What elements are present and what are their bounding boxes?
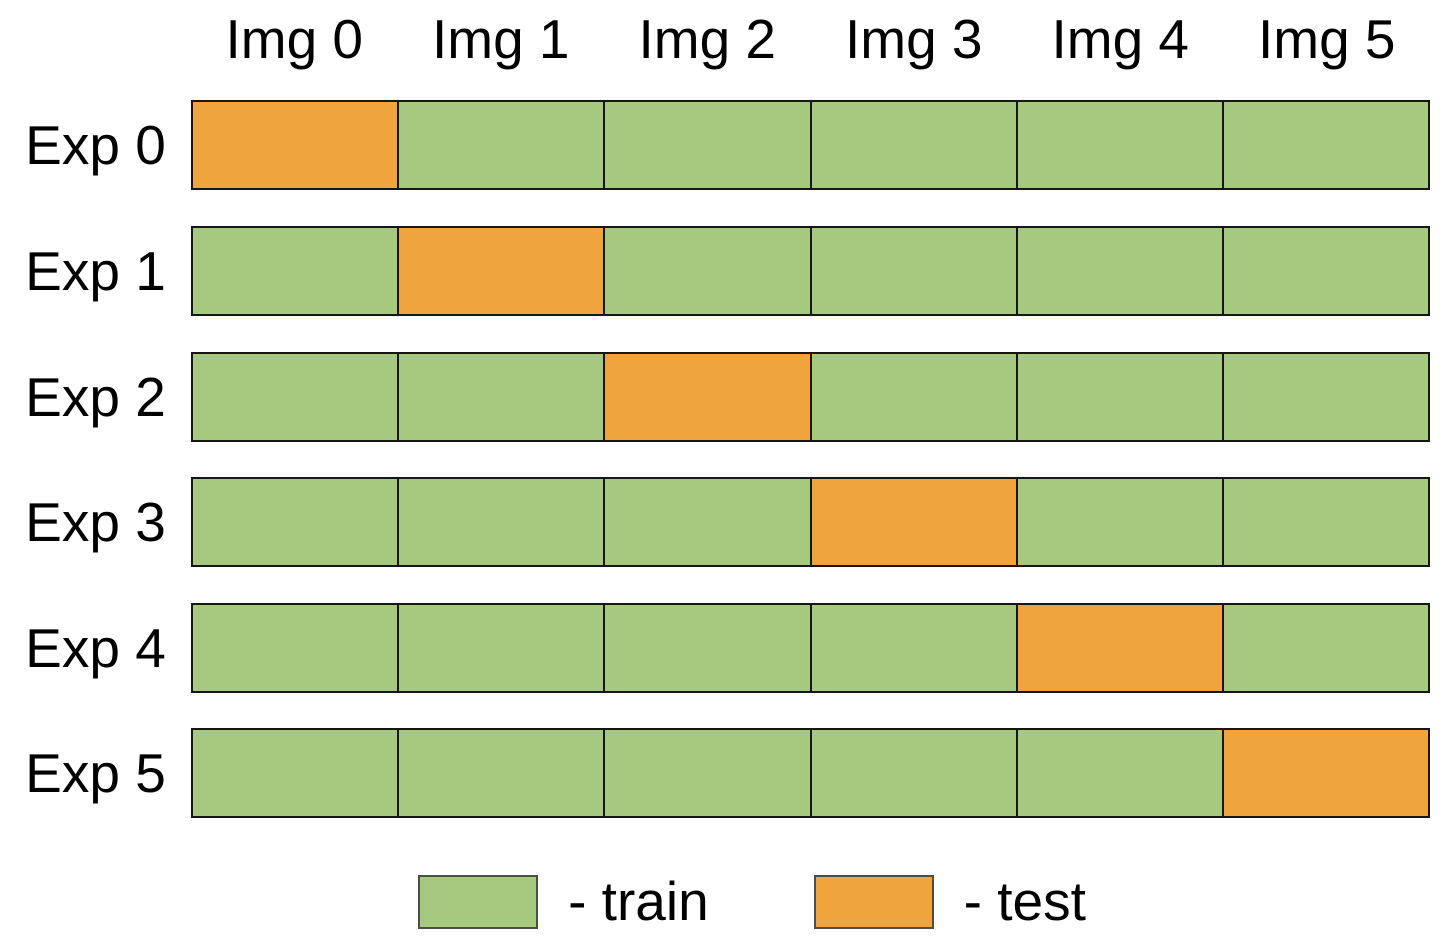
train-cell: [809, 728, 1018, 818]
column-header: Img 0: [225, 8, 364, 70]
train-cell: [603, 603, 812, 693]
column-header: Img 4: [1051, 8, 1190, 70]
test-cell: [1015, 603, 1224, 693]
train-cell: [1221, 100, 1431, 190]
legend-label: - train: [568, 870, 709, 932]
experiment-row: [191, 352, 1431, 442]
train-cell: [191, 603, 400, 693]
row-label: Exp 4: [25, 616, 166, 679]
train-cell: [603, 100, 812, 190]
test-cell: [397, 226, 606, 316]
train-cell: [809, 226, 1018, 316]
row-label: Exp 2: [25, 365, 166, 428]
train-cell: [603, 226, 812, 316]
train-cell: [397, 352, 606, 442]
train-cell: [1015, 100, 1224, 190]
train-cell: [1015, 477, 1224, 567]
train-cell: [1221, 352, 1431, 442]
legend-item-test: - test: [813, 870, 1086, 932]
train-cell: [1221, 226, 1431, 316]
column-headers: Img 0 Img 1 Img 2 Img 3 Img 4 Img 5: [191, 8, 1430, 71]
test-cell: [191, 100, 400, 190]
train-cell: [1015, 728, 1224, 818]
train-cell: [397, 100, 606, 190]
train-cell: [397, 728, 606, 818]
train-cell: [191, 477, 400, 567]
column-header: Img 2: [638, 8, 777, 70]
train-cell: [191, 728, 400, 818]
legend: - train - test: [26, 874, 1452, 929]
test-cell: [1221, 728, 1431, 818]
column-header: Img 5: [1257, 8, 1396, 70]
train-cell: [1015, 226, 1224, 316]
legend-label: - test: [963, 870, 1086, 932]
experiment-row: [191, 728, 1431, 818]
row-label: Exp 1: [25, 239, 166, 302]
train-cell: [809, 603, 1018, 693]
legend-item-train: - train: [418, 874, 709, 929]
train-cell: [1221, 603, 1431, 693]
experiment-row: [191, 100, 1431, 190]
train-cell: [1221, 477, 1431, 567]
column-header: Img 1: [431, 8, 570, 70]
row-label: Exp 0: [25, 113, 166, 176]
column-header: Img 3: [844, 8, 983, 70]
test-cell: [809, 477, 1018, 567]
train-cell: [603, 728, 812, 818]
train-cell: [809, 352, 1018, 442]
row-label: Exp 3: [25, 490, 166, 553]
train-cell: [809, 100, 1018, 190]
row-label: Exp 5: [25, 741, 166, 804]
experiment-row: [191, 477, 1431, 567]
test-cell: [603, 352, 812, 442]
train-cell: [603, 477, 812, 567]
train-cell: [1015, 352, 1224, 442]
train-cell: [397, 477, 606, 567]
train-cell: [191, 226, 400, 316]
train-cell: [397, 603, 606, 693]
train-cell: [191, 352, 400, 442]
experiment-row: [191, 226, 1431, 316]
legend-swatch-train: [418, 874, 539, 929]
experiment-row: [191, 603, 1431, 693]
legend-swatch-test: [813, 874, 934, 929]
